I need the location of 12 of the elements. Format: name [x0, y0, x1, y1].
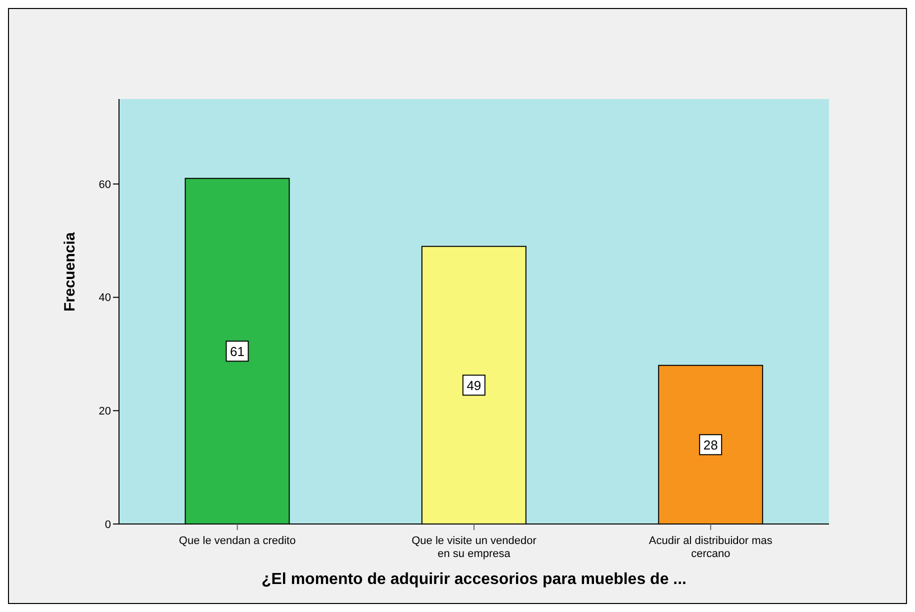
x-axis-title: ¿El momento de adquirir accesorios para muebles de ...	[261, 571, 687, 588]
y-tick-label: 0	[104, 518, 111, 531]
y-axis-title: Frecuencia	[61, 232, 78, 312]
y-tick-label: 20	[98, 406, 111, 418]
x-tick-label: Que le visite un vendedor en su empresa	[412, 535, 537, 560]
data-label: 61	[230, 344, 244, 360]
y-tick-label: 60	[98, 178, 111, 191]
x-tick-label: Que le vendan a credito	[178, 535, 296, 547]
data-label: 28	[703, 438, 718, 453]
data-label: 49	[466, 378, 482, 394]
x-tick-label: Acudir al distribuidor mas cercano	[648, 535, 773, 560]
y-tick-label: 40	[98, 292, 111, 304]
